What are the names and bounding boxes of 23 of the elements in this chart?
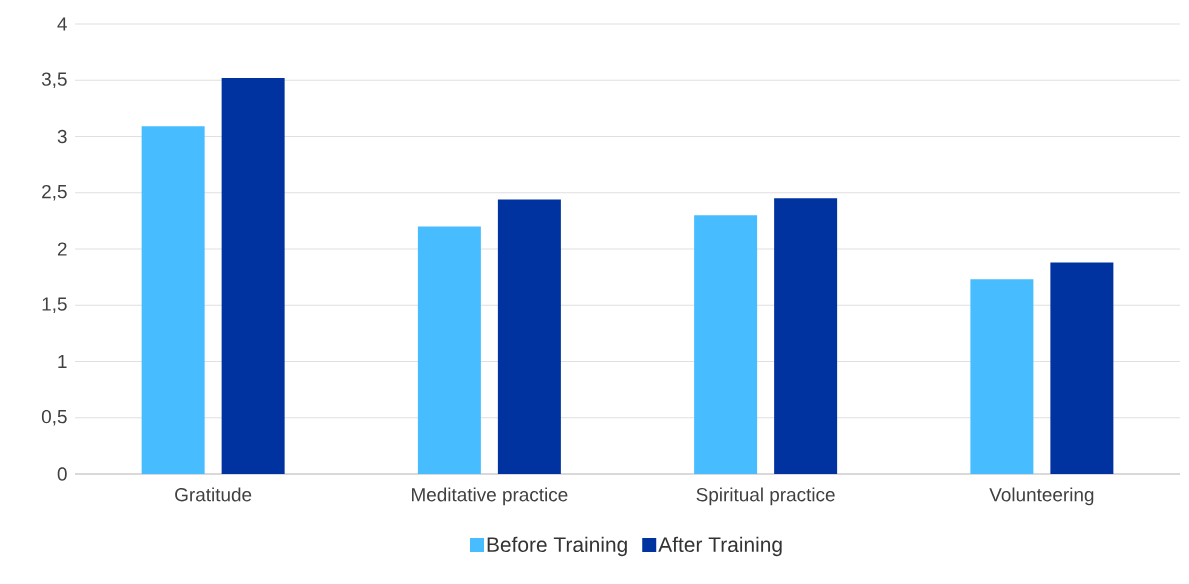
- bar: [221, 77, 285, 474]
- legend-label: Before Training: [487, 536, 627, 557]
- x-tick-label: Spiritual practice: [696, 487, 835, 506]
- y-tick-label: 2: [57, 242, 67, 256]
- bar: [970, 279, 1034, 474]
- y-tick-label: 0,5: [41, 409, 67, 426]
- bar: [694, 215, 758, 474]
- bar: [141, 126, 205, 474]
- bar: [497, 199, 561, 474]
- y-tick-label: 3,5: [41, 72, 67, 89]
- x-tick-label: Meditative practice: [412, 487, 568, 506]
- x-tick-label: Gratitude: [175, 487, 252, 502]
- y-tick-label: 4: [57, 17, 67, 31]
- legend-label: After Training: [658, 536, 782, 557]
- y-tick-label: 0: [57, 467, 67, 481]
- y-tick-label: 1: [58, 354, 67, 368]
- x-tick-label: Volunteering: [989, 487, 1094, 506]
- bar: [1050, 262, 1114, 474]
- y-tick-label: 3: [57, 129, 67, 144]
- y-tick-label: 2,5: [42, 184, 67, 201]
- bar: [774, 198, 838, 474]
- y-tick-label: 1,5: [42, 297, 67, 313]
- bar: [417, 226, 481, 474]
